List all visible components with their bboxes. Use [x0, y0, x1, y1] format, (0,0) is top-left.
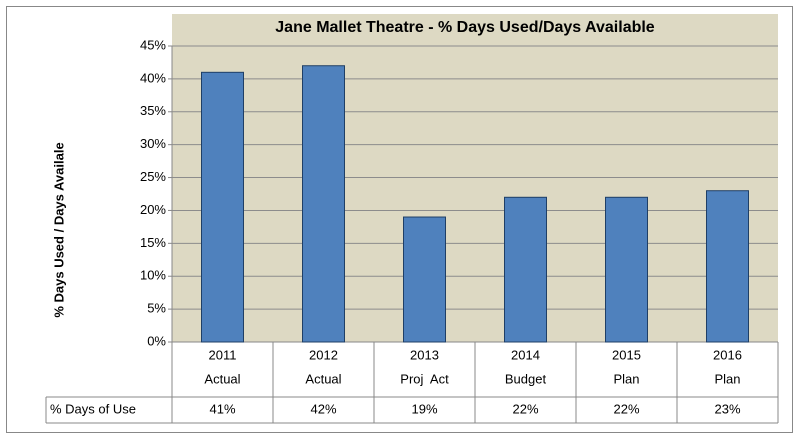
bar — [201, 71, 244, 343]
y-tick-label: 35% — [140, 103, 166, 118]
x-tick-label: 2013 — [410, 347, 439, 362]
y-tick-label: 5% — [147, 301, 166, 316]
y-tick-label: 30% — [140, 136, 166, 151]
x-tick-label: 2016 — [713, 347, 742, 362]
table-value: 19% — [411, 401, 437, 416]
x-tick-label: 2012 — [309, 347, 338, 362]
x-tick-label: 2014 — [511, 347, 540, 362]
table-value: 22% — [512, 401, 538, 416]
x-tick-label: Plan — [714, 371, 740, 386]
y-tick-label: 25% — [140, 169, 166, 184]
table-value: 41% — [209, 401, 235, 416]
chart-title: Jane Mallet Theatre - % Days Used/Days A… — [275, 19, 655, 36]
y-axis-label: % Days Used / Days Availale — [51, 142, 66, 317]
table-value: 23% — [714, 401, 740, 416]
bar — [403, 216, 446, 343]
y-tick-label: 10% — [140, 268, 166, 283]
x-tick-label: Plan — [613, 371, 639, 386]
x-tick-label: Actual — [305, 371, 341, 386]
y-tick-label: 20% — [140, 202, 166, 217]
bar — [605, 196, 648, 343]
bar — [706, 190, 749, 343]
bar — [302, 65, 345, 343]
y-tick-label: 0% — [147, 333, 166, 348]
x-tick-label: Proj Act — [400, 371, 449, 386]
x-tick-label: 2011 — [209, 347, 237, 362]
table-row-label: % Days of Use — [50, 401, 136, 416]
x-tick-label: Budget — [505, 371, 547, 386]
y-tick-label: 15% — [140, 235, 166, 250]
y-tick-label: 40% — [140, 70, 166, 85]
y-tick-label: 45% — [140, 37, 166, 52]
x-tick-label: Actual — [204, 371, 240, 386]
table-value: 42% — [310, 401, 336, 416]
bar — [504, 196, 547, 343]
x-tick-label: 2015 — [612, 347, 641, 362]
table-value: 22% — [613, 401, 639, 416]
